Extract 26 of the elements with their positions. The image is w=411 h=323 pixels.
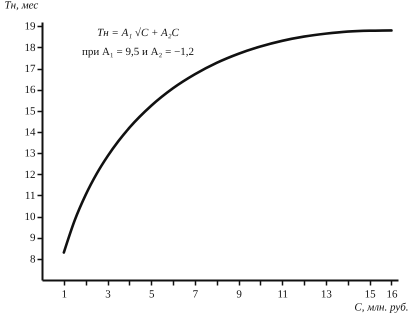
x-tick-label: 5 — [148, 288, 155, 300]
line-series — [62, 29, 393, 254]
y-tick-label: 8 — [30, 253, 36, 266]
annotation: при A₁ = 9,5 и A₂ = −1,2 — [82, 46, 194, 58]
x-tick-label: 1 — [62, 288, 68, 300]
y-tick-label: 16 — [24, 84, 36, 96]
y-tick-label: 15 — [24, 105, 36, 118]
y-tick-label: 11 — [24, 190, 36, 202]
y-axis-title: Tн, мес — [4, 0, 38, 12]
x-tick-label: 15 — [364, 288, 376, 300]
x-tick-label: 11 — [277, 288, 288, 300]
x-tick-label: 3 — [105, 288, 112, 300]
y-tick-label: 10 — [24, 211, 36, 224]
y-tick-label: 12 — [24, 168, 36, 181]
y-tick-label: 13 — [24, 148, 36, 160]
x-tick-label: 16 — [386, 288, 398, 300]
y-tick-label: 19 — [24, 20, 36, 33]
y-tick-label: 9 — [30, 232, 36, 244]
x-tick-label: 13 — [320, 288, 332, 300]
x-tick-label: 7 — [192, 288, 199, 300]
annotation: Tн = A₁ √C + A₂C — [97, 27, 180, 39]
y-tick-label: 17 — [24, 63, 36, 76]
y-tick-label: 14 — [24, 126, 36, 138]
x-axis-title: C, млн. руб. — [354, 302, 408, 314]
x-tick-label: 9 — [236, 288, 242, 300]
y-tick-label: 18 — [24, 42, 36, 54]
